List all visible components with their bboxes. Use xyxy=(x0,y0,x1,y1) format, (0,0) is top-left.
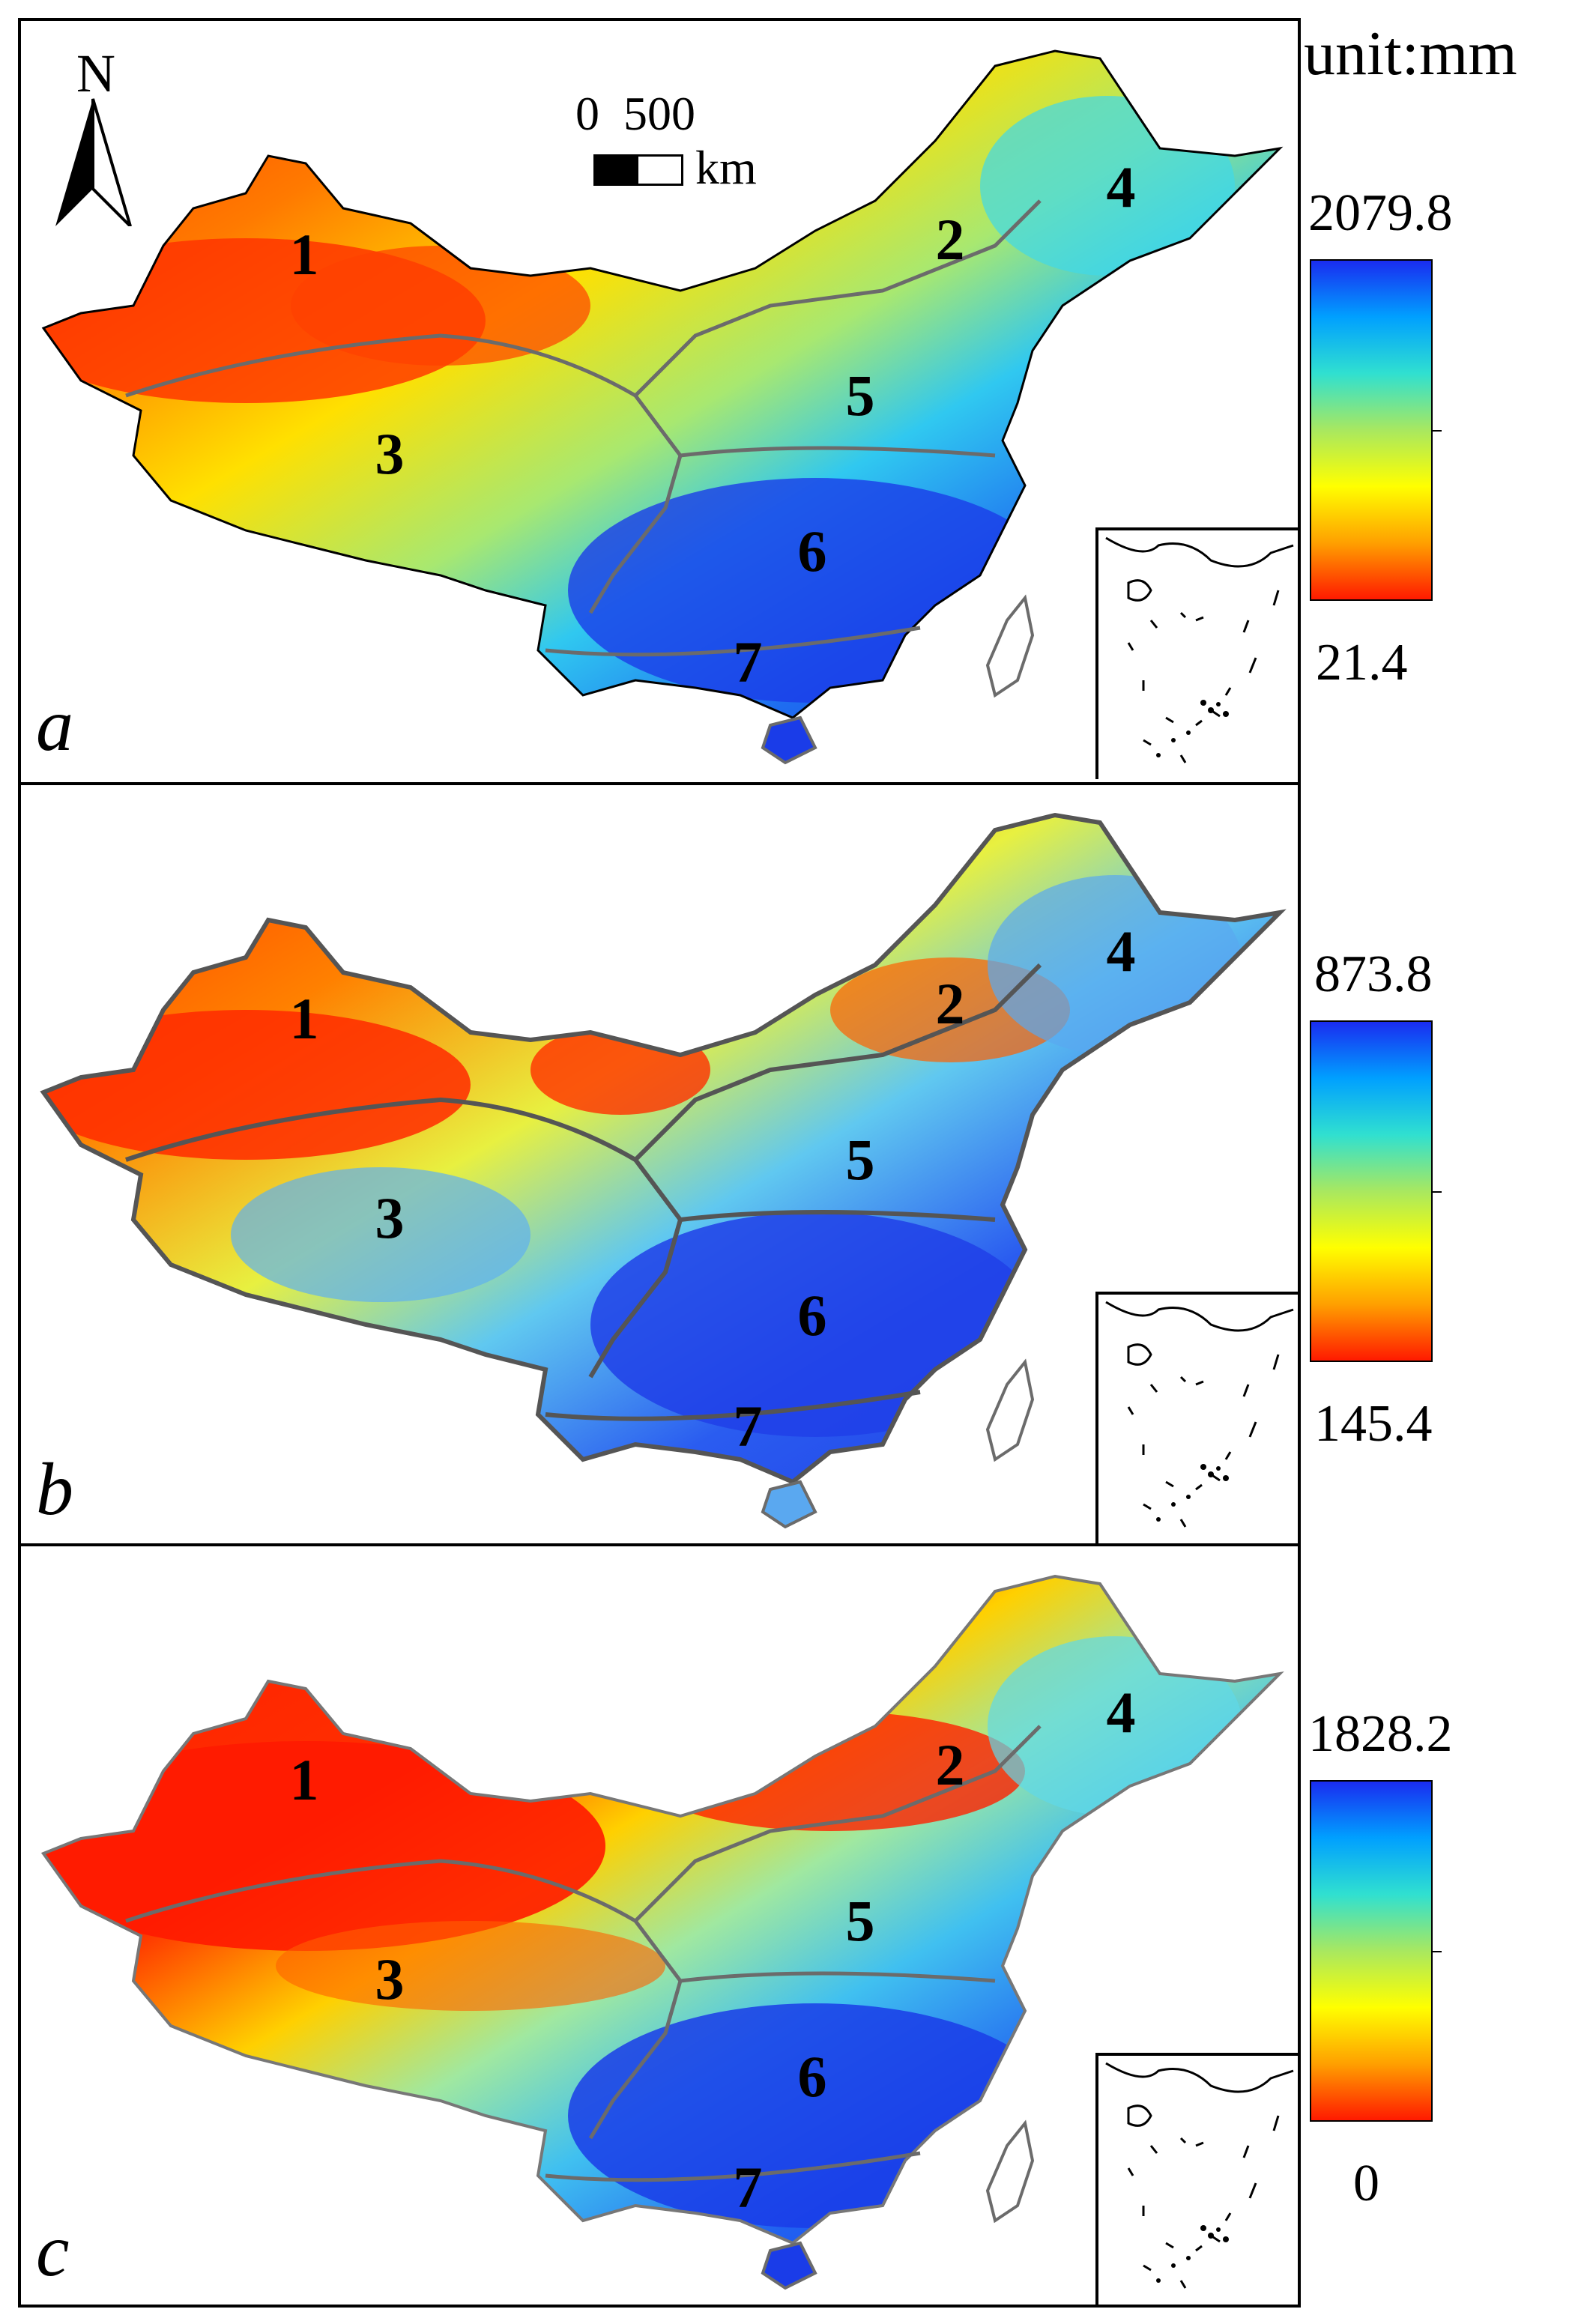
scale-bar-numbers: 0 500 xyxy=(575,87,695,140)
region-label-6: 6 xyxy=(797,1283,827,1348)
south-china-sea-inset-map xyxy=(1105,1301,1294,1528)
colorbar-b-max: 873.8 xyxy=(1314,945,1433,1003)
north-arrow-label: N xyxy=(76,43,115,103)
region-label-2: 2 xyxy=(935,971,965,1036)
region-label-4: 4 xyxy=(1106,1680,1136,1745)
south-china-sea-inset-map xyxy=(1105,2062,1294,2289)
region-label-7: 7 xyxy=(733,629,763,695)
panel-letter-b: b xyxy=(36,1447,73,1531)
region-label-3: 3 xyxy=(375,1946,405,2012)
region-label-4: 4 xyxy=(1106,154,1136,220)
panel-c-region-lines xyxy=(125,1725,1042,2182)
panel-letter-c: c xyxy=(36,2209,70,2292)
scale-bar-graphic xyxy=(593,154,683,186)
colorbar-a-gradient xyxy=(1310,259,1442,601)
panel-a-map xyxy=(41,49,1284,765)
region-label-6: 6 xyxy=(797,518,827,584)
region-label-5: 5 xyxy=(845,1127,875,1192)
scale-bar-unit: km xyxy=(695,141,757,194)
colorbar-c-max: 1828.2 xyxy=(1308,1705,1453,1763)
colorbar-b-gradient xyxy=(1310,1020,1442,1362)
region-label-2: 2 xyxy=(935,1732,965,1797)
region-label-7: 7 xyxy=(733,1394,763,1459)
colorbar-b: 873.8 145.4 xyxy=(1308,945,1442,1458)
panel-b-map xyxy=(40,812,1287,1529)
region-label-5: 5 xyxy=(845,1888,875,1953)
panel-b-islands xyxy=(761,1358,1035,1529)
south-china-sea-inset-map xyxy=(1105,536,1294,763)
panel-b: 1 2 3 4 5 6 7 b xyxy=(21,782,1298,1543)
panel-a-country-border xyxy=(41,49,1284,719)
panel-c-map xyxy=(40,1574,1284,2290)
region-label-1: 1 xyxy=(289,222,319,287)
north-arrow-icon xyxy=(55,98,132,226)
legend-unit-label: unit:mm xyxy=(1304,19,1517,88)
region-label-3: 3 xyxy=(375,421,405,486)
region-label-3: 3 xyxy=(375,1185,405,1250)
panel-a: N 0 500 km 1 2 3 4 5 6 7 a xyxy=(21,21,1298,779)
colorbar-c-gradient xyxy=(1310,1780,1442,2122)
south-china-sea-inset xyxy=(1095,2053,1298,2305)
south-china-sea-inset xyxy=(1095,527,1298,779)
panel-a-islands xyxy=(761,594,1035,765)
panel-c: 1 2 3 4 5 6 7 c xyxy=(21,1543,1298,2305)
colorbar-c-min: 0 xyxy=(1353,2155,1379,2212)
panel-b-region-lines xyxy=(125,963,1042,1421)
region-label-2: 2 xyxy=(935,207,965,272)
panel-c-islands xyxy=(761,2119,1035,2290)
panel-a-region-lines xyxy=(125,199,1042,657)
region-label-1: 1 xyxy=(289,1747,319,1812)
colorbar-c: 1828.2 0 xyxy=(1308,1708,1453,2218)
map-frame: N 0 500 km 1 2 3 4 5 6 7 a xyxy=(18,18,1301,2308)
south-china-sea-inset xyxy=(1095,1292,1298,1543)
colorbar-a-max: 2079.8 xyxy=(1308,184,1453,242)
panel-letter-a: a xyxy=(36,683,73,766)
region-label-5: 5 xyxy=(845,363,875,428)
region-label-1: 1 xyxy=(289,986,319,1051)
colorbar-a: 2079.8 21.4 xyxy=(1308,187,1453,697)
panel-b-country-border xyxy=(40,812,1287,1485)
panel-c-country-border xyxy=(40,1574,1284,2245)
region-label-7: 7 xyxy=(733,2155,763,2220)
region-label-4: 4 xyxy=(1106,919,1136,984)
colorbar-b-min: 145.4 xyxy=(1314,1395,1433,1453)
region-label-6: 6 xyxy=(797,2044,827,2109)
colorbar-a-min: 21.4 xyxy=(1316,634,1408,692)
